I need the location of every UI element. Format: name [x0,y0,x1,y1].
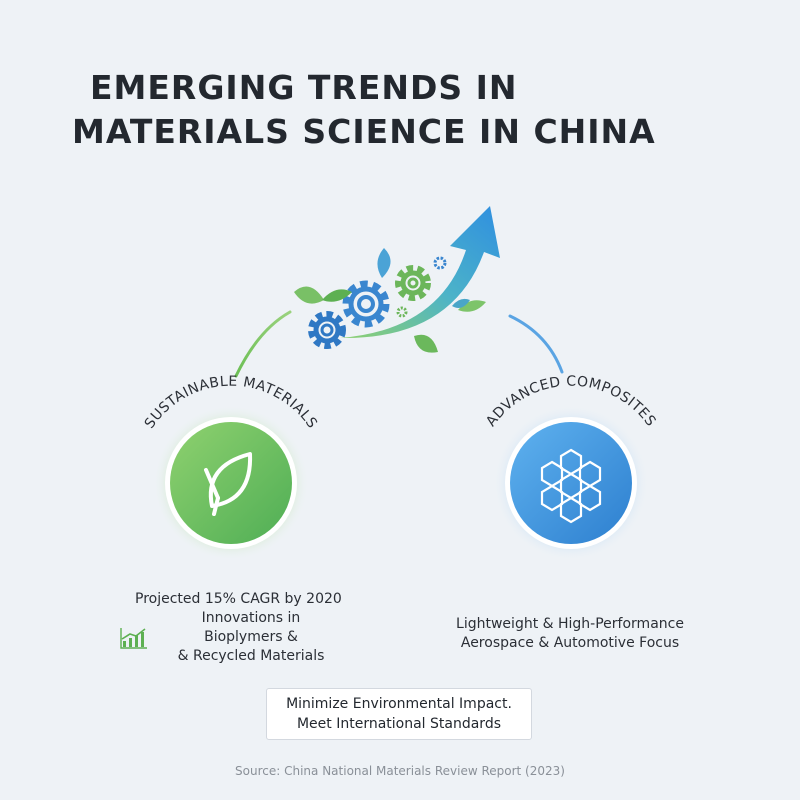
detail-line: Aerospace & Automotive Focus [460,635,680,651]
cagr-stat: Projected 15% CAGR by 2020 [135,591,342,607]
advanced-composites-node [493,405,649,561]
gear-icon [396,306,408,318]
title-line-2: MATERIALS SCIENCE IN CHINA [72,112,656,151]
gear-icon [308,311,346,349]
growth-chart-icon [120,628,147,649]
composites-details: Lightweight & High-Performance Aerospace… [440,615,700,653]
source-citation: Source: China National Materials Review … [235,764,565,778]
sustainable-materials-node [153,405,309,561]
sustainable-details: Projected 15% CAGR by 2020 Innovations i… [120,590,360,666]
hexagon-structure-icon [540,448,602,524]
callout-line-2: Meet International Standards [296,716,502,732]
callout-box: Minimize Environmental Impact. Meet Inte… [266,688,532,740]
gear-icon [342,280,390,328]
callout-line-1: Minimize Environmental Impact. [286,696,512,712]
detail-line: Innovations in [201,610,301,626]
leaf-icon [294,248,486,353]
page-title: EMERGING TRENDS IN MATERIALS SCIENCE IN … [72,66,752,154]
growth-arrow-icon [340,206,500,339]
connector-left [234,310,292,378]
detail-line: & Recycled Materials [177,648,325,664]
gear-icon [433,256,447,270]
leaf-icon [204,452,253,516]
detail-line: Lightweight & High-Performance [456,616,684,632]
title-line-1: EMERGING TRENDS IN [90,68,518,107]
gear-icon [395,265,431,301]
connector-right [508,314,564,374]
detail-line: Bioplymers & [204,629,298,645]
